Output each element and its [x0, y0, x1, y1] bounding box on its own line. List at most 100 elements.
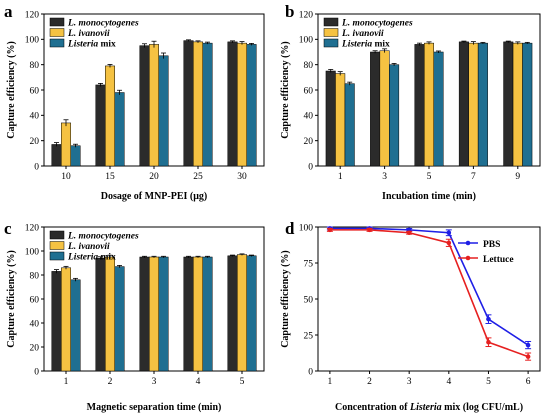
bar	[237, 254, 247, 372]
bar	[114, 266, 125, 372]
legend-entry-suffix: mix	[372, 40, 390, 50]
x-axis-label-part: Listeria	[409, 402, 442, 413]
series-line	[329, 227, 529, 346]
bar	[61, 267, 71, 372]
legend-entry: L. monocytogenes	[67, 232, 139, 242]
bar	[183, 256, 194, 372]
x-axis-label: Dosage of MNP-PEI (μg)	[101, 191, 207, 202]
bar	[105, 256, 115, 372]
series-line	[329, 229, 529, 358]
bar	[246, 44, 257, 167]
legend-swatch	[49, 28, 65, 37]
bar	[193, 41, 203, 167]
legend-swatch	[323, 17, 339, 27]
data-point	[486, 339, 491, 345]
legend-entry: L. monocytogenes	[341, 19, 413, 29]
bar	[389, 64, 400, 167]
bar	[325, 70, 336, 167]
data-point	[525, 354, 531, 359]
legend-entry-name: Listeria	[341, 40, 372, 50]
chart-panel-a: a 0 20 40 60 80 100 120 Capture efficiency (%) 10…	[4, 2, 265, 202]
x-tick-label: 30	[237, 172, 247, 182]
x-tick-label: 10	[61, 172, 71, 182]
bar	[379, 50, 390, 167]
data-point	[327, 227, 333, 233]
data-point	[446, 240, 452, 246]
legend-entry-name: L. monocytogenes	[67, 232, 139, 242]
legend-entry-name: L. ivanovii	[67, 242, 110, 252]
bar	[344, 83, 355, 167]
bar	[370, 51, 381, 167]
data-point	[367, 227, 372, 233]
bar	[414, 44, 425, 167]
legend-swatch	[49, 38, 65, 48]
panel-label: a	[4, 2, 13, 21]
bar	[468, 42, 479, 167]
y-tick-label: 80	[30, 271, 40, 281]
data-point	[446, 230, 452, 236]
y-tick-label: 20	[30, 137, 40, 147]
chart-panel-b: b 0 20 40 60 80 100 120 Capture efficiency (%) 1 3…	[280, 2, 541, 202]
y-tick-label: 60	[304, 86, 314, 96]
bar	[433, 51, 444, 167]
panel-label: c	[4, 219, 12, 238]
legend-entry-name: L. ivanovii	[341, 29, 384, 39]
legend-entry: Listeria mix	[341, 40, 390, 50]
x-tick-label: 5	[486, 377, 491, 387]
y-tick-label: 20	[30, 343, 40, 353]
bar	[105, 65, 115, 167]
x-axis-label-part: Concentration of	[335, 402, 410, 413]
y-tick-label: 100	[25, 36, 40, 46]
data-point	[525, 342, 531, 348]
bar	[139, 45, 150, 167]
x-axis-label: Concentration of Listeria mix (log CFU/m…	[335, 402, 523, 413]
panel-label: d	[285, 219, 295, 238]
y-tick-label: 100	[25, 247, 40, 257]
y-tick-label: 100	[299, 223, 314, 233]
x-tick-label: 5	[427, 172, 432, 182]
y-tick-label: 50	[304, 295, 314, 305]
x-tick-label: 15	[105, 172, 115, 182]
bar	[51, 144, 62, 167]
legend-entry-name: L. ivanovii	[67, 29, 110, 39]
bar	[114, 92, 125, 167]
legend-entry-name: Listeria	[67, 40, 98, 50]
data-point	[406, 230, 412, 236]
y-axis-label: Capture efficiency (%)	[280, 41, 291, 139]
x-tick-label: 25	[193, 172, 203, 182]
x-axis-label: Magnetic separation time (min)	[87, 402, 222, 413]
legend-marker	[465, 255, 471, 261]
bar	[227, 255, 238, 372]
legend-entry-suffix: mix	[98, 253, 116, 263]
legend-swatch	[49, 251, 65, 261]
x-tick-label: 1	[64, 377, 69, 387]
x-tick-label: 20	[149, 172, 159, 182]
y-tick-label: 25	[304, 331, 314, 341]
bar	[70, 145, 81, 167]
legend-entry: L. ivanovii	[67, 29, 110, 39]
y-tick-label: 0	[308, 367, 313, 377]
legend-entry: Listeria mix	[67, 253, 116, 263]
y-tick-label: 0	[308, 162, 313, 172]
bar	[458, 41, 469, 167]
bar	[246, 255, 257, 372]
bar	[335, 73, 346, 167]
legend-swatch	[49, 230, 65, 240]
x-tick-label: 1	[328, 377, 333, 387]
y-tick-label: 40	[30, 319, 40, 329]
bar	[149, 256, 159, 372]
y-axis-label: Capture efficiency (%)	[6, 41, 17, 139]
y-tick-label: 40	[304, 112, 314, 122]
x-axis-label-part: mix (log CFU/mL)	[442, 402, 523, 413]
y-tick-label: 80	[304, 61, 314, 71]
y-tick-label: 0	[34, 162, 39, 172]
panel-label: b	[285, 2, 294, 21]
x-axis-label: Incubation time (min)	[382, 191, 476, 202]
y-tick-label: 0	[34, 367, 39, 377]
y-tick-label: 100	[299, 36, 314, 46]
bar	[158, 55, 169, 167]
bar	[477, 42, 488, 167]
bar	[503, 41, 514, 167]
legend-entry-name: L. monocytogenes	[341, 19, 413, 29]
